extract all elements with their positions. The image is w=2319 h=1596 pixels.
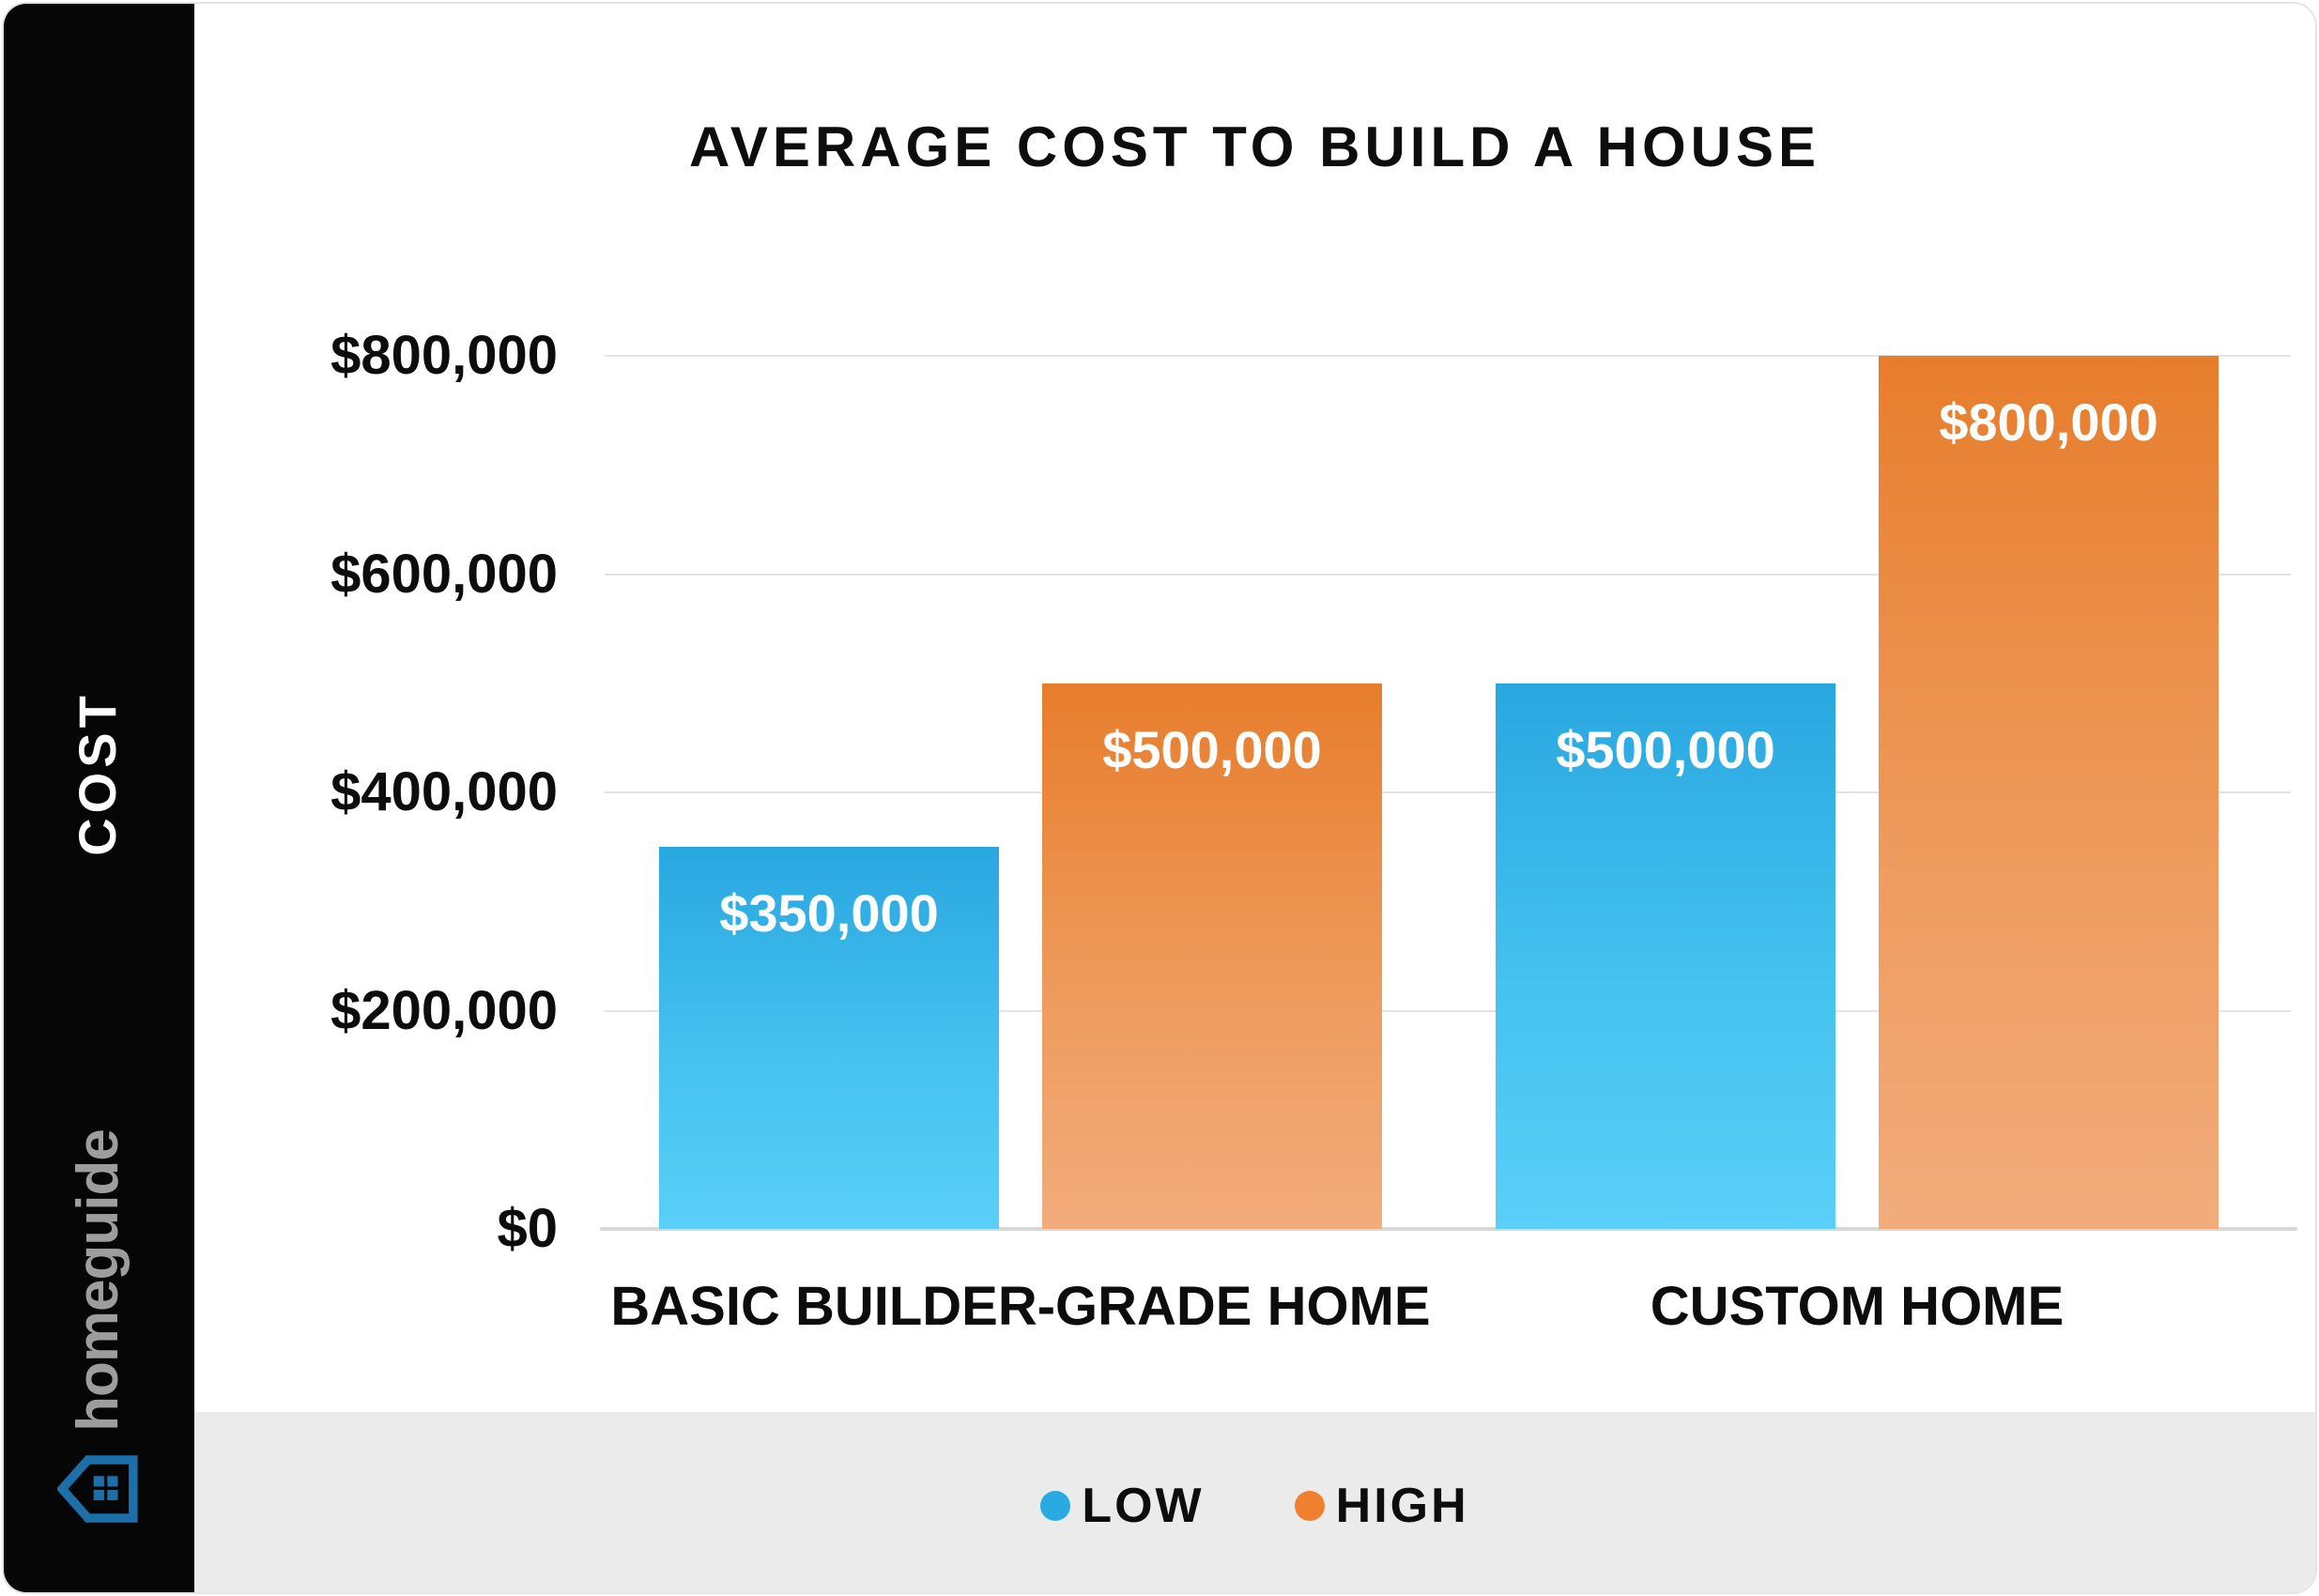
y-tick-label: $0: [497, 1198, 558, 1259]
y-tick-label: $400,000: [330, 761, 558, 822]
bar-value-label: $800,000: [1939, 392, 2158, 452]
chart-title: AVERAGE COST TO BUILD A HOUSE: [688, 115, 1821, 178]
homeguide-logo: homeguide: [46, 1095, 149, 1564]
gridline: [605, 1009, 2291, 1012]
y-tick-label: $200,000: [330, 979, 558, 1041]
legend-dot-low: [1040, 1491, 1071, 1521]
category-label: CUSTOM HOME: [1650, 1276, 2065, 1337]
y-tick-label: $800,000: [330, 325, 558, 386]
y-axis-title-text: COST: [67, 691, 127, 856]
bar-high-basic: $500,000: [1042, 683, 1382, 1229]
y-tick-label: $600,000: [330, 543, 558, 605]
bar-value-label: $350,000: [719, 883, 939, 944]
legend-dot-high: [1294, 1491, 1325, 1521]
bar-value-label: $500,000: [1102, 719, 1322, 779]
bar-high-custom: $800,000: [1879, 356, 2219, 1229]
homeguide-wordmark: homeguide: [65, 1129, 131, 1432]
legend-label: LOW: [1082, 1479, 1205, 1533]
sidebar: COST homeguide: [4, 4, 194, 1592]
legend-item-high: HIGH: [1294, 1478, 1469, 1534]
gridline: [605, 355, 2291, 357]
homeguide-house-icon: [57, 1455, 138, 1523]
bar-value-label: $500,000: [1556, 719, 1775, 779]
chart-panel: AVERAGE COST TO BUILD A HOUSE $0 $200,000…: [194, 4, 2315, 1412]
y-axis-title: COST: [64, 633, 130, 914]
category-label: BASIC BUILDER-GRADE HOME: [610, 1276, 1431, 1337]
x-axis-line: [600, 1227, 2297, 1231]
gridline: [605, 573, 2291, 575]
gridline: [605, 791, 2291, 793]
legend-label: HIGH: [1335, 1479, 1469, 1533]
bar-low-basic: $350,000: [659, 847, 999, 1229]
legend-item-low: LOW: [1040, 1478, 1204, 1534]
legend: LOW HIGH: [194, 1412, 2315, 1592]
bar-low-custom: $500,000: [1496, 683, 1835, 1229]
